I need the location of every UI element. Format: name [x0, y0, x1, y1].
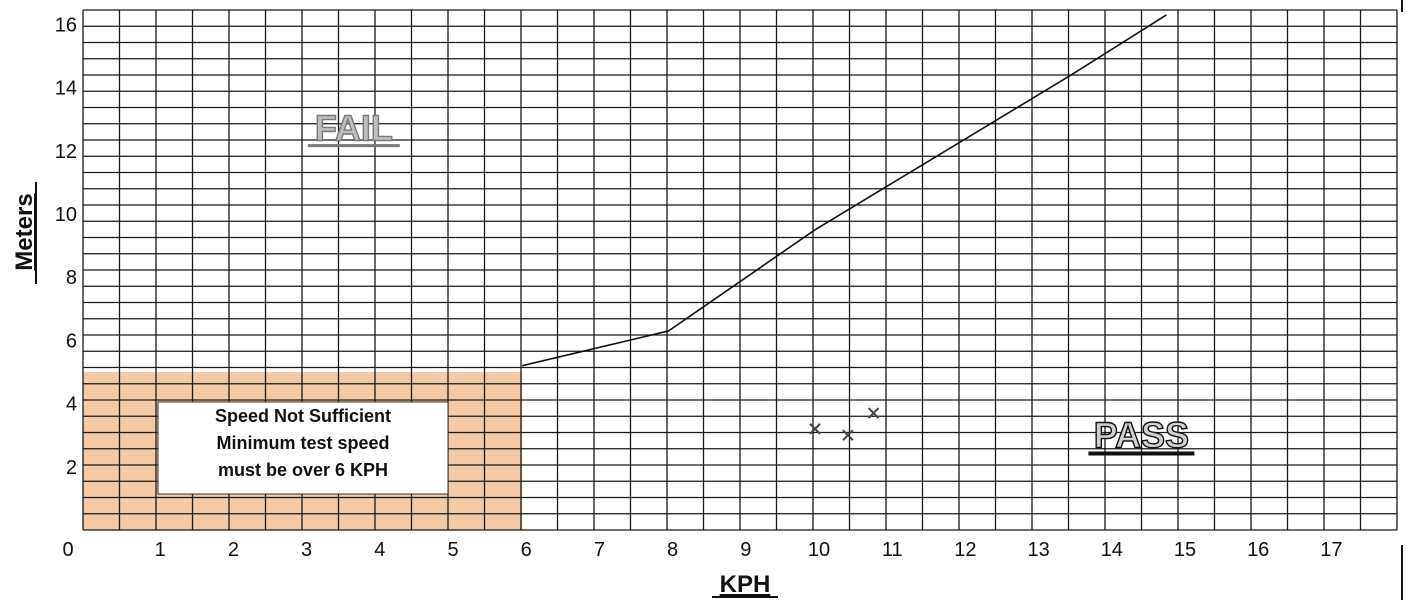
y-tick-label: 6 [66, 330, 77, 352]
scatter-point [842, 429, 854, 441]
x-axis-ticks: 0 1 2 3 4 5 6 7 8 9 10 11 12 13 14 15 16 17 [62, 539, 1342, 561]
y-axis-ticks: 2 4 6 8 10 12 14 16 [55, 14, 77, 478]
x-tick-label: 10 [808, 539, 830, 561]
y-tick-label: 8 [66, 267, 77, 289]
note-box [157, 401, 449, 495]
x-tick-label: 5 [447, 539, 458, 561]
x-tick-label: 11 [882, 539, 903, 561]
x-tick-label: 14 [1101, 539, 1123, 561]
pass-region-label: PASS [1094, 415, 1189, 456]
y-tick-label: 12 [55, 141, 77, 163]
x-tick-label: 15 [1174, 539, 1196, 561]
x-tick-label: 0 [62, 539, 73, 561]
x-tick-label: 12 [954, 539, 976, 561]
scatter-point-stroke [842, 429, 854, 441]
pass-fail-threshold-line [522, 14, 1167, 367]
x-tick-label: 3 [301, 539, 312, 561]
y-tick-label: 10 [55, 204, 77, 226]
note-line-1: Speed Not Sufficient [215, 406, 391, 426]
fail-region-label: FAIL [315, 108, 393, 149]
y-tick-label: 4 [66, 394, 77, 416]
x-tick-label: 1 [155, 539, 166, 561]
x-tick-label: 17 [1320, 539, 1342, 561]
note-line-3: must be over 6 KPH [218, 460, 388, 480]
x-axis-title: KPH [720, 571, 771, 598]
y-axis-title: Meters [11, 193, 38, 270]
x-tick-label: 13 [1027, 539, 1049, 561]
x-tick-label: 8 [667, 539, 678, 561]
x-tick-label: 6 [521, 539, 532, 561]
grid [82, 9, 1398, 531]
x-tick-label: 4 [374, 539, 385, 561]
y-tick-label: 14 [55, 78, 77, 100]
scatter-point [867, 407, 880, 419]
x-tick-label: 16 [1247, 539, 1269, 561]
scatter-point [809, 423, 821, 435]
note-line-2: Minimum test speed [216, 433, 389, 453]
scatter-point-stroke [809, 423, 821, 435]
y-tick-label: 16 [55, 14, 77, 36]
x-tick-label: 2 [228, 539, 239, 561]
measurement-points [809, 407, 880, 441]
y-tick-label: 2 [66, 457, 77, 479]
x-tick-label: 9 [740, 539, 751, 561]
scatter-point-stroke [867, 407, 880, 419]
x-tick-label: 7 [594, 539, 605, 561]
